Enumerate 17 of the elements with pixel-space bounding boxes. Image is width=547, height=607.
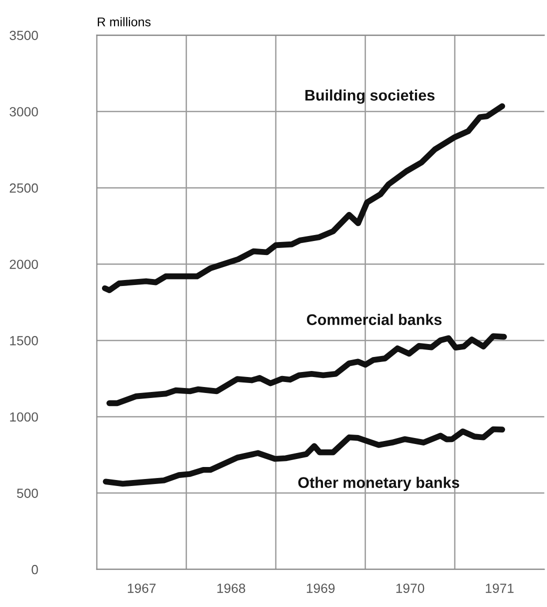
text: Building societies: [305, 89, 435, 104]
x-tick-label: 1969: [306, 584, 335, 593]
y-tick-label: 2000: [10, 260, 38, 270]
series-label: Commercial banks: [306, 314, 442, 326]
y-axis-title: R millions: [98, 17, 151, 26]
x-tick-label: 1970: [396, 584, 424, 593]
y-tick-label: 3000: [10, 107, 38, 116]
y-tick-label: 2500: [10, 183, 38, 193]
x-tick-label: 1968: [217, 584, 246, 593]
y-tick-label: 3500: [10, 30, 38, 40]
y-tick-label: 1000: [10, 412, 38, 422]
y-tick-label: 0: [32, 564, 38, 574]
series-label: Other monetary banks: [298, 476, 460, 492]
x-tick-label: 1971: [486, 584, 514, 593]
y-tick-label: 500: [17, 488, 38, 498]
y-tick-label: 1500: [10, 336, 38, 346]
x-tick-label: 1967: [128, 584, 156, 593]
